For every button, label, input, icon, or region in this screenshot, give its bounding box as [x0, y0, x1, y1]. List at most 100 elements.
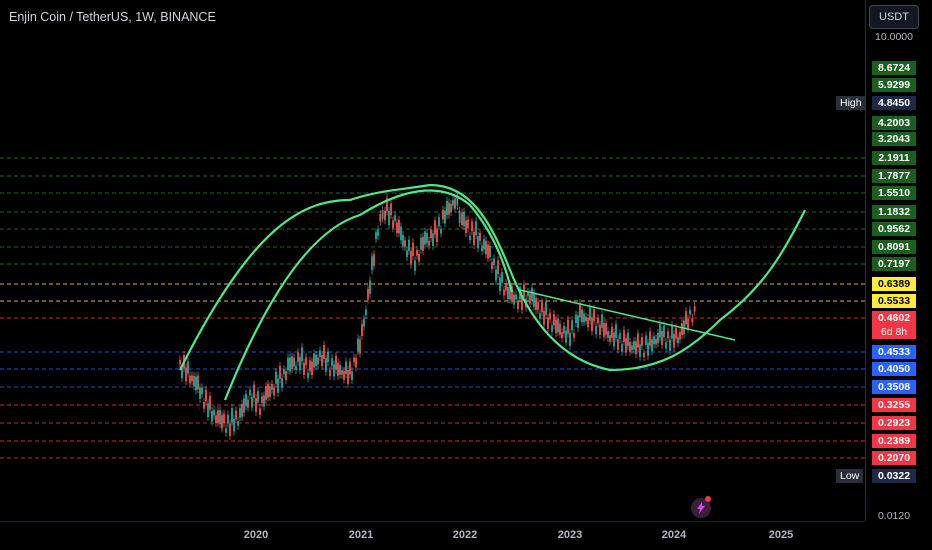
- candle-body: [545, 301, 547, 316]
- candle-body: [353, 357, 355, 363]
- candle-body: [251, 397, 253, 408]
- candle-body: [495, 269, 497, 281]
- candle-body: [471, 221, 473, 232]
- candle-body: [438, 217, 440, 227]
- candle-body: [527, 291, 529, 297]
- candle-body: [361, 323, 363, 336]
- candle-body: [426, 233, 428, 243]
- candle-body: [245, 393, 247, 406]
- candle-body: [313, 353, 315, 368]
- candle-body: [323, 345, 325, 359]
- candle-body: [549, 312, 551, 320]
- candle-body: [675, 327, 677, 339]
- candle-body: [621, 344, 623, 352]
- lightning-icon[interactable]: [691, 498, 711, 518]
- candle-body: [416, 249, 418, 256]
- inverse-cup-curve[interactable]: [223, 189, 514, 401]
- candle-body: [375, 232, 377, 240]
- candle-body: [215, 415, 217, 424]
- candle-body: [503, 289, 505, 296]
- candle-body: [205, 389, 207, 402]
- candle-body: [400, 226, 402, 241]
- candle-body: [355, 357, 357, 368]
- candle-body: [485, 240, 487, 255]
- candle-body: [269, 386, 271, 397]
- candle-body: [454, 198, 456, 209]
- candle-body: [315, 354, 317, 367]
- candle-body: [237, 421, 239, 426]
- candle-body: [458, 210, 461, 223]
- candle-body: [281, 378, 283, 388]
- candle-body: [617, 339, 619, 350]
- candle-body: [359, 339, 361, 354]
- chart-canvas[interactable]: [0, 0, 865, 521]
- candle-body: [505, 283, 507, 291]
- candle-body: [221, 415, 223, 429]
- candle-body: [207, 403, 209, 417]
- candle-body: [259, 408, 261, 415]
- candle-body: [605, 323, 607, 335]
- high-label: High: [836, 96, 866, 110]
- candle-body: [489, 245, 491, 258]
- price-tag: 0.2070: [872, 451, 916, 465]
- symbol-title: Enjin Coin / TetherUS, 1W, BINANCE: [9, 10, 216, 24]
- candle-body: [529, 294, 531, 304]
- trendline[interactable]: [519, 289, 736, 341]
- candle-body: [565, 330, 567, 343]
- candle-body: [579, 303, 581, 318]
- candle-body: [255, 398, 257, 412]
- candle-body: [213, 409, 215, 416]
- candle-body: [444, 210, 446, 224]
- candle-body: [561, 332, 563, 339]
- candle-body: [487, 244, 489, 259]
- candle-body: [199, 387, 201, 399]
- candle-body: [577, 315, 579, 328]
- candle-body: [465, 220, 467, 233]
- currency-button[interactable]: USDT: [869, 5, 919, 29]
- candle-body: [388, 211, 390, 225]
- candle-body: [557, 318, 559, 333]
- price-tag: 5.9299: [872, 78, 916, 92]
- low-label: Low: [836, 469, 864, 483]
- candle-body: [591, 317, 593, 332]
- candle-body: [533, 292, 535, 307]
- candle-body: [347, 369, 349, 384]
- candle-body: [275, 371, 277, 384]
- candle-body: [587, 317, 589, 328]
- candle-body: [615, 324, 617, 338]
- candle-body: [381, 210, 384, 219]
- candle-body: [386, 198, 388, 212]
- candle-body: [659, 323, 661, 338]
- cup-pattern-curve[interactable]: [179, 183, 806, 372]
- candle-body: [247, 399, 249, 408]
- candle-body: [665, 341, 667, 349]
- candle-body: [475, 221, 477, 236]
- candle-body: [667, 331, 669, 339]
- candle-body: [531, 287, 533, 301]
- candle-body: [653, 336, 655, 345]
- price-tag: 0.2389: [872, 434, 916, 448]
- candle-body: [377, 229, 379, 236]
- candle-body: [225, 428, 227, 433]
- price-tag: 0.3508: [872, 380, 916, 394]
- price-tag: 1.1832: [872, 205, 916, 219]
- candle-body: [219, 410, 221, 425]
- candle-body: [461, 212, 463, 226]
- candle-body: [191, 375, 193, 382]
- candle-body: [271, 383, 273, 390]
- candle-body: [209, 396, 211, 410]
- candle-body: [319, 350, 321, 358]
- candle-body: [235, 410, 237, 420]
- candle-body: [253, 384, 255, 399]
- candle-body: [541, 301, 543, 313]
- candle-body: [398, 219, 400, 234]
- candle-body: [369, 280, 371, 294]
- price-tag: 3.2043: [872, 132, 916, 146]
- candle-body: [285, 371, 287, 381]
- candle-body: [279, 365, 281, 380]
- candle-body: [473, 231, 475, 245]
- candle-body: [643, 352, 645, 358]
- price-tag: 1.5510: [872, 186, 916, 200]
- candle-body: [651, 339, 653, 352]
- candle-body: [371, 256, 373, 271]
